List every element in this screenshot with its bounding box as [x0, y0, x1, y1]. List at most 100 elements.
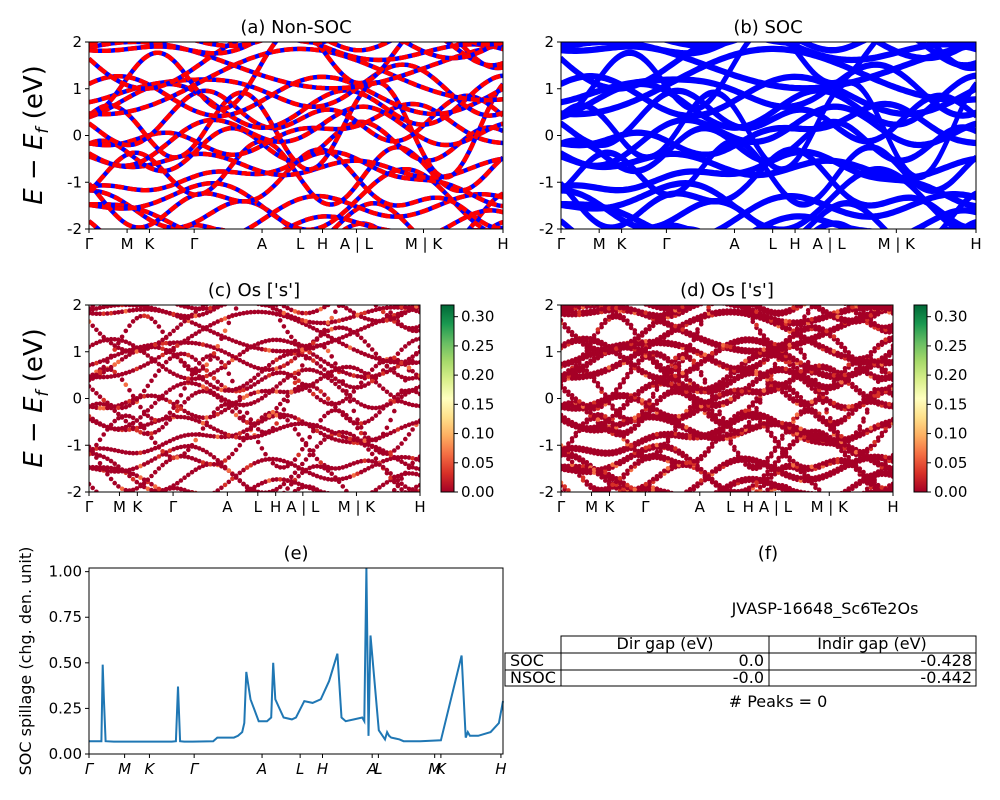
band-point: [168, 300, 173, 305]
band-point: [311, 381, 316, 387]
band-point: [621, 502, 626, 507]
band-point: [178, 322, 184, 327]
band-point: [186, 514, 191, 519]
band-point: [750, 475, 756, 481]
band-point: [702, 450, 708, 455]
band-point: [603, 529, 608, 534]
band-point: [347, 345, 353, 351]
band-point: [380, 318, 386, 324]
band-point: [828, 531, 833, 536]
band-point: [230, 521, 235, 526]
band-point: [285, 389, 290, 395]
band-point: [817, 519, 822, 524]
band-point: [366, 492, 371, 497]
band-point: [146, 527, 151, 532]
band-point: [193, 331, 198, 337]
band-point: [237, 402, 243, 408]
band-point: [145, 353, 151, 358]
band-point: [340, 484, 346, 489]
band-point: [820, 417, 826, 422]
band-point: [377, 318, 382, 324]
band-point: [241, 429, 246, 435]
k-point-label: M: [113, 498, 126, 516]
band-point: [410, 354, 415, 360]
band-point: [270, 371, 276, 377]
band-point: [182, 338, 187, 344]
band-point: [341, 493, 346, 498]
band-point: [746, 425, 752, 431]
band-point: [810, 523, 815, 528]
band-point: [89, 481, 92, 487]
band-point: [325, 428, 331, 433]
band-point: [89, 319, 92, 324]
band-point: [850, 504, 855, 509]
band-point: [795, 501, 800, 506]
band-point: [351, 408, 357, 414]
band-point: [805, 464, 811, 470]
band-point: [617, 447, 623, 452]
band-point: [699, 516, 704, 521]
band-point: [599, 499, 604, 504]
band-point: [238, 538, 243, 543]
band-point: [588, 519, 593, 524]
band-point: [872, 499, 877, 504]
band-point: [116, 277, 121, 282]
band-point: [175, 373, 180, 378]
band-point: [97, 405, 103, 411]
band-point: [186, 288, 191, 293]
band-point: [673, 534, 678, 539]
band-point: [406, 486, 412, 492]
band-point: [326, 520, 331, 525]
band-point: [636, 492, 641, 497]
band-point: [97, 305, 103, 311]
band-point: [636, 458, 641, 464]
band-point: [160, 341, 165, 346]
band-point: [650, 485, 656, 491]
band-point: [156, 445, 162, 450]
band-point: [802, 407, 807, 412]
band-point: [820, 461, 826, 466]
band-point: [721, 516, 726, 521]
band-point: [141, 347, 147, 353]
band-point: [215, 514, 220, 519]
band-point: [167, 399, 173, 405]
band-point: [395, 392, 401, 397]
band-point: [146, 499, 151, 504]
band-point: [105, 338, 110, 343]
band-point: [292, 488, 298, 492]
band-point: [721, 533, 726, 538]
band-point: [215, 356, 220, 361]
band-point: [322, 462, 327, 468]
band-point: [252, 493, 257, 498]
band-point: [769, 415, 774, 421]
band-point: [178, 478, 184, 483]
band-point: [201, 496, 206, 501]
band-point: [647, 434, 652, 439]
band-point: [259, 389, 265, 394]
band-point: [233, 387, 239, 392]
band-point: [138, 450, 143, 456]
band-point: [322, 305, 327, 310]
band-line-dashed: [89, 101, 503, 157]
band-point: [599, 397, 604, 403]
band-point: [215, 539, 220, 544]
band-point: [596, 527, 601, 532]
band-point: [164, 507, 169, 512]
band-point: [105, 500, 110, 505]
band-point: [307, 319, 313, 325]
band-point: [94, 521, 99, 526]
band-point: [149, 435, 154, 441]
band-point: [347, 331, 353, 337]
band-point: [395, 478, 401, 483]
band-point: [135, 263, 140, 268]
band-line: [561, 48, 976, 118]
band-point: [337, 492, 342, 497]
band-point: [709, 441, 715, 447]
band-point: [757, 477, 763, 482]
band-point: [277, 414, 283, 420]
panel-c-title: (c) Os ['s']: [208, 280, 300, 301]
band-point: [414, 360, 419, 366]
band-point: [380, 309, 386, 315]
band-point: [167, 310, 173, 316]
